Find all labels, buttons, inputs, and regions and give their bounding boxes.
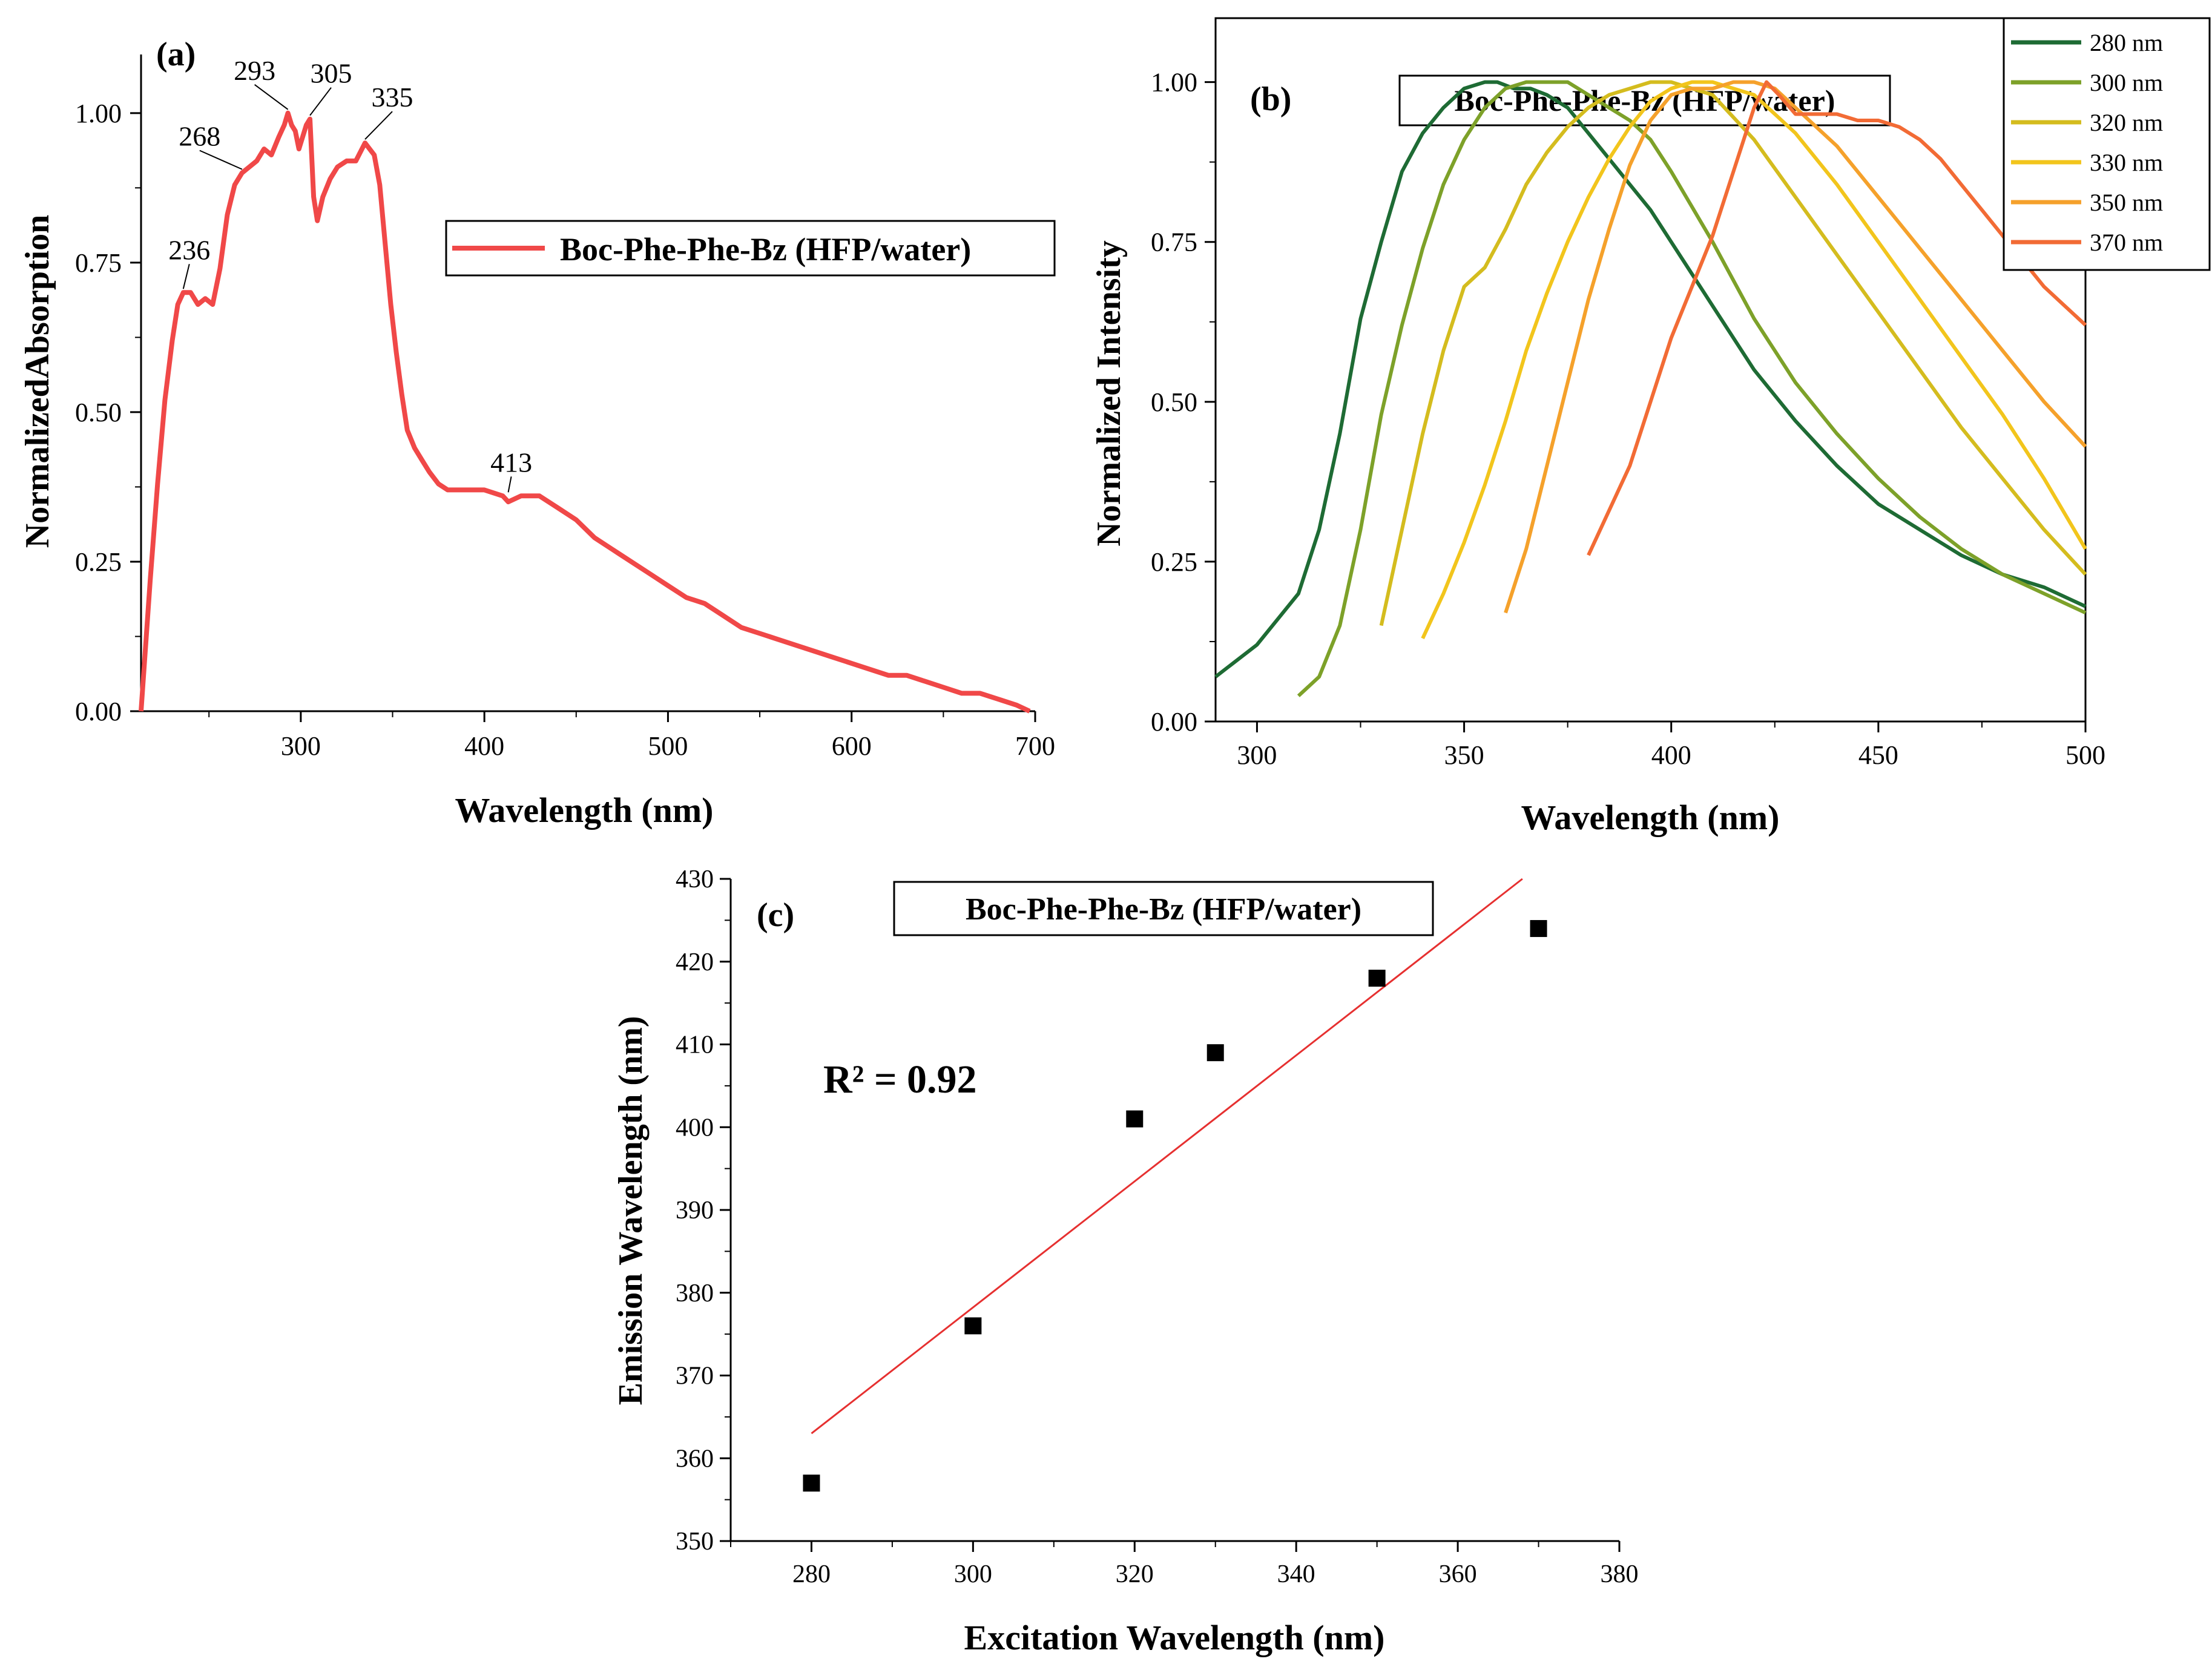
panel-a: (a) 300 400 500 600 7000.000.250.500.751.00 …: [19, 36, 1056, 830]
panel-b-x-tick-label: 450: [1858, 740, 1898, 770]
panel-a-annotation: 268: [179, 121, 220, 152]
panel-c-title-box: [893, 881, 1434, 936]
panel-c-y-tick-label: 380: [676, 1280, 714, 1307]
panel-c: (c) Boc-Phe-Phe-Bz (HFP/water) 280 300 320…: [612, 866, 1639, 1657]
panel-a-label: (a): [156, 36, 196, 73]
panel-b-series-line: [1587, 80, 2087, 556]
panel-c-x-tick-label: 280: [792, 1560, 831, 1588]
panel-b-label: (b): [1250, 81, 1291, 118]
panel-b-series-line: [1214, 80, 2087, 679]
panel-b-y-tick-label: 0.25: [1151, 547, 1197, 577]
panel-c-x-tick-label: 360: [1439, 1560, 1477, 1588]
panel-c-data-point: [1368, 970, 1386, 987]
panel-a-annotation: 335: [372, 82, 413, 113]
panel-a-x-label: Wavelength (nm): [455, 790, 714, 830]
panel-b-ticks: 300 350 400 450 500 0.00 0.25 0.50 0.75 1.00: [1151, 68, 2105, 770]
panel-a-annotation: 413: [490, 447, 532, 478]
panel-c-x-tick-label: 340: [1277, 1560, 1315, 1588]
panel-c-r2: R² = 0.92: [823, 1057, 977, 1102]
panel-c-y-tick-label: 360: [676, 1445, 714, 1473]
panel-c-y-tick-label: 410: [676, 1031, 714, 1059]
panel-a-annotation: 236: [168, 234, 210, 265]
panel-a-x-tick-label: 600: [832, 731, 872, 761]
panel-a-x-tick-label: 500: [648, 731, 688, 761]
panel-c-data-point: [803, 1474, 820, 1492]
panel-b-x-tick-label: 300: [1237, 740, 1277, 770]
panel-c-plot: [803, 878, 1547, 1492]
panel-c-data-point: [964, 1317, 982, 1335]
panel-b-y-tick-label: 0.75: [1151, 228, 1197, 257]
panel-b-x-tick-label: 350: [1444, 740, 1484, 770]
panel-b-legend-label: 370 nm: [2090, 229, 2163, 256]
panel-a-annotation-leader: [199, 150, 243, 170]
panel-c-y-tick-label: 400: [676, 1114, 714, 1142]
panel-b-legend-label: 330 nm: [2090, 149, 2163, 176]
panel-b-legend-label: 280 nm: [2090, 29, 2163, 56]
panel-a-y-tick-label: 0.75: [75, 248, 122, 278]
panel-b-y-tick-label: 1.00: [1151, 68, 1197, 97]
panel-c-y-tick-label: 390: [676, 1197, 714, 1224]
panel-a-ticks: 300 400 500 600 700 0.00 0.25 0.50 0.75 1.00: [75, 99, 1055, 761]
panel-a-plot: [139, 110, 1031, 714]
panel-c-y-tick-label: 370: [676, 1362, 714, 1390]
panel-c-label: (c): [757, 896, 794, 934]
panel-a-annotations: 236 268 293 305 335 413: [168, 55, 532, 493]
panel-a-x-tick-label: 300: [281, 731, 321, 761]
panel-c-x-label: Excitation Wavelength (nm): [964, 1618, 1385, 1657]
panel-b-series-line: [1379, 80, 2087, 626]
panel-c-y-tick-label: 430: [676, 866, 714, 893]
panel-b-series-line: [1297, 80, 2087, 697]
panel-c-title: Boc-Phe-Phe-Bz (HFP/water): [966, 892, 1361, 927]
panel-a-annotation: 305: [311, 58, 352, 89]
panel-b-y-label: Normalized Intensity: [1090, 240, 1128, 547]
panel-a-y-tick-label: 0.25: [75, 547, 122, 577]
panel-b: (b) Boc-Phe-Phe-Bz (HFP/water) 300 350 400…: [1090, 17, 2211, 837]
panel-a-y-label: NormalizedAbsorption: [19, 215, 56, 548]
panel-a-y-tick-label: 0.00: [75, 697, 122, 726]
panel-c-x-tick-label: 320: [1116, 1560, 1154, 1588]
panel-c-data-point: [1206, 1044, 1224, 1062]
panel-a-y-tick-label: 1.00: [75, 99, 122, 128]
panel-b-legend: 280 nm 300 nm 320 nm 330 nm 350 nm 370 nm: [2003, 17, 2211, 271]
panel-b-series-line: [1504, 80, 2087, 614]
panel-a-legend-label: Boc-Phe-Phe-Bz (HFP/water): [560, 231, 971, 268]
panel-b-legend-label: 320 nm: [2090, 109, 2163, 136]
panel-a-annotation-leader: [507, 476, 512, 493]
panel-a-annotation-leader: [309, 87, 332, 116]
panel-b-y-tick-label: 0.00: [1151, 707, 1197, 737]
panel-b-y-tick-label: 0.50: [1151, 387, 1197, 417]
panel-c-y-tick-label: 350: [676, 1528, 714, 1556]
panel-b-series-line: [1421, 80, 2087, 639]
panel-c-fit-line: [811, 878, 1523, 1435]
panel-a-series-line: [139, 110, 1031, 714]
panel-a-x-tick-label: 400: [464, 731, 504, 761]
panel-c-ticks: 280 300 320 340 360 380 350 360 370 380 390 400 410 4…: [676, 866, 1639, 1588]
panel-b-plot: [1214, 80, 2087, 697]
panel-a-annotation: 293: [234, 55, 275, 86]
panel-c-data-point: [1530, 920, 1547, 938]
panel-b-x-tick-label: 500: [2066, 740, 2105, 770]
panel-b-legend-box: [2003, 17, 2211, 271]
panel-c-y-label: Emission Wavelength (nm): [612, 1016, 650, 1405]
panel-b-legend-label: 350 nm: [2090, 189, 2163, 216]
panel-a-y-tick-label: 0.50: [75, 398, 122, 427]
panel-a-annotation-leader: [182, 264, 190, 289]
panel-a-annotation-leader: [364, 111, 393, 140]
panel-c-x-tick-label: 300: [954, 1560, 992, 1588]
panel-b-x-tick-label: 400: [1651, 740, 1691, 770]
panel-b-legend-label: 300 nm: [2090, 69, 2163, 96]
panel-a-annotation-leader: [254, 84, 289, 110]
panel-c-data-point: [1126, 1110, 1144, 1128]
panel-a-legend-box: [445, 220, 1056, 277]
panel-c-x-tick-label: 380: [1601, 1560, 1639, 1588]
panel-b-frame: [1214, 17, 2087, 723]
panel-c-y-tick-label: 420: [676, 948, 714, 976]
panel-b-x-label: Wavelength (nm): [1521, 798, 1780, 837]
panel-a-x-tick-label: 700: [1015, 731, 1055, 761]
